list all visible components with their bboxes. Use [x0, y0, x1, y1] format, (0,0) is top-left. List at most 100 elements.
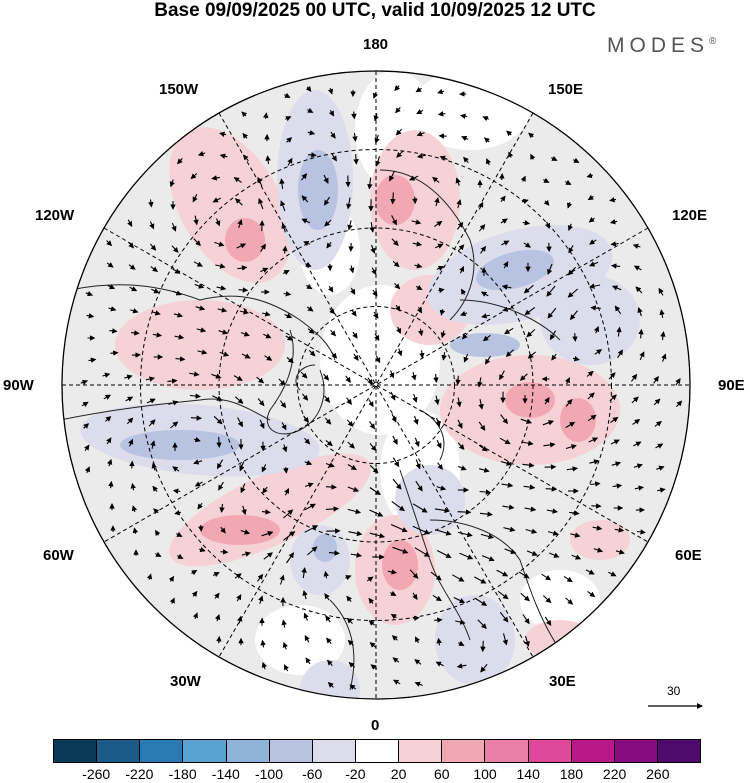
- wind-vector: [237, 265, 248, 271]
- wind-vector: [350, 552, 363, 558]
- wind-vector: [261, 509, 271, 515]
- wind-vector: [307, 328, 315, 334]
- wind-vector: [521, 440, 534, 446]
- wind-vector: [543, 442, 556, 448]
- wind-vector: [263, 112, 269, 119]
- wind-vector: [192, 194, 198, 203]
- wind-vector: [152, 485, 158, 492]
- wind-vector: [154, 529, 161, 537]
- wind-vector: [543, 177, 550, 183]
- wind-vector: [306, 283, 313, 290]
- wind-vector: [438, 287, 445, 294]
- wind-vector: [80, 379, 89, 385]
- wind-vector: [219, 351, 230, 357]
- wind-vector: [369, 509, 384, 517]
- wind-vector: [345, 375, 351, 383]
- wind-vector: [256, 376, 265, 384]
- wind-vector: [434, 617, 443, 623]
- wind-vector: [632, 243, 641, 249]
- wind-vector: [326, 241, 332, 249]
- wind-vector: [324, 219, 332, 227]
- wind-vector: [417, 153, 427, 159]
- wind-vector: [375, 355, 381, 364]
- wind-vector: [478, 398, 484, 410]
- wind-vector: [609, 197, 617, 203]
- colorbar-tick-label: -260: [82, 766, 111, 782]
- wind-vector: [241, 353, 251, 359]
- wind-vector: [240, 529, 251, 535]
- wind-vector: [353, 353, 359, 361]
- wind-vector: [177, 158, 183, 165]
- wind-vector: [148, 199, 154, 208]
- wind-vector: [326, 637, 332, 645]
- colorbar-ticks: -260 -220 -180 -140 -100 -60 -20 20 60 100 140 180 2…: [0, 766, 750, 783]
- wind-vector: [635, 286, 643, 294]
- wind-vector: [637, 307, 643, 317]
- wind-vector: [457, 244, 465, 252]
- wind-vector: [614, 305, 622, 315]
- wind-vector: [412, 393, 418, 403]
- wind-vector: [214, 614, 221, 622]
- wind-vector: [194, 481, 203, 487]
- colorbar-tick-label: -100: [254, 766, 284, 782]
- wind-vector: [572, 355, 580, 362]
- wind-vector: [462, 332, 468, 340]
- wind-vector: [128, 241, 134, 249]
- wind-vector: [351, 309, 357, 317]
- colorbar-swatch: [54, 740, 98, 762]
- wind-vector: [374, 333, 380, 341]
- wind-vector: [572, 332, 578, 342]
- wind-vector: [124, 374, 133, 380]
- wind-vector: [369, 487, 381, 496]
- wind-vector: [369, 443, 377, 452]
- wind-vector: [285, 116, 292, 122]
- wind-vector: [324, 196, 330, 206]
- wind-vector: [480, 291, 489, 297]
- wind-vector: [346, 595, 352, 602]
- wind-vector: [305, 657, 311, 665]
- wind-vector: [237, 219, 243, 229]
- wind-vector: [610, 263, 621, 269]
- wind-vector: [241, 505, 247, 516]
- wind-vector: [264, 355, 273, 361]
- colorbar-swatch: [269, 740, 313, 762]
- wind-vector: [437, 88, 445, 95]
- wind-vector: [567, 223, 573, 232]
- wind-vector: [347, 639, 354, 646]
- wind-vector: [430, 571, 442, 581]
- wind-vector: [573, 157, 580, 163]
- wind-vector: [323, 373, 330, 381]
- wind-vector: [283, 664, 289, 672]
- wind-vector: [587, 414, 597, 422]
- wind-vector: [501, 240, 510, 246]
- wind-vector: [544, 221, 551, 229]
- wind-vector: [240, 483, 246, 494]
- wind-vector: [612, 483, 623, 489]
- wind-vector: [233, 375, 243, 381]
- wind-vector: [127, 219, 133, 228]
- wind-vector: [189, 393, 202, 399]
- wind-vector: [373, 113, 379, 122]
- wind-vector: [411, 219, 422, 225]
- wind-vector: [301, 218, 311, 224]
- wind-vector: [658, 287, 664, 296]
- wind-vector: [347, 464, 357, 470]
- wind-vector: [167, 378, 178, 384]
- wind-vector: [327, 88, 334, 95]
- wind-vector: [146, 398, 156, 404]
- wind-vector: [523, 284, 534, 294]
- wind-vector: [324, 417, 332, 425]
- wind-vector: [565, 421, 576, 429]
- wind-vector: [281, 222, 287, 233]
- wind-vector: [415, 284, 423, 291]
- wind-vector: [189, 371, 200, 377]
- wind-vector: [638, 328, 644, 339]
- wind-vector: [414, 263, 423, 269]
- wind-vector: [170, 421, 179, 429]
- wind-vector: [214, 241, 225, 247]
- wind-vector: [439, 155, 448, 161]
- wind-vector: [392, 260, 400, 268]
- wind-vector: [191, 590, 198, 597]
- wind-vector: [103, 394, 111, 400]
- wind-vector: [216, 285, 227, 291]
